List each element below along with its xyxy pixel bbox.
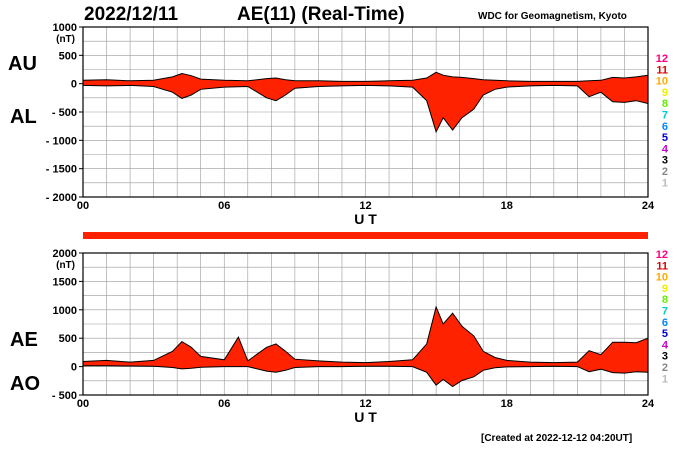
data-status-strip [83, 232, 648, 239]
station-count-label: 6 [662, 121, 668, 133]
x-tick-label: 18 [501, 200, 513, 212]
station-count-label: 5 [662, 132, 668, 144]
series-line-au [82, 71, 649, 82]
station-count-label: 3 [662, 351, 668, 363]
series-line-ae [82, 305, 649, 364]
x-tick-label: 00 [77, 200, 89, 212]
data-source: WDC for Geomagnetism, Kyoto [478, 11, 627, 22]
x-tick-label: 06 [218, 200, 230, 212]
series-line-ao [83, 365, 649, 388]
station-count-label: 6 [662, 317, 668, 329]
grid [83, 27, 648, 197]
ae-ao-panel: 2000 1500 1000 500 0 - 500 (nT) 00 06 12 18 24 U T [52, 248, 655, 425]
x-axis-label: U T [354, 211, 377, 227]
grid [83, 253, 648, 395]
x-tick-label: 06 [218, 398, 230, 410]
label-au: AU [8, 53, 37, 75]
y-tick-label: 500 [59, 50, 77, 62]
y-unit-label: (nT) [56, 34, 75, 45]
y-tick-label: 1000 [53, 22, 77, 34]
station-count-label: 12 [656, 249, 668, 261]
chart-date: 2022/12/11 [84, 4, 179, 25]
y-tick-label: - 1000 [46, 135, 77, 147]
station-count-label: 5 [662, 328, 668, 340]
x-tick-label: 18 [501, 398, 513, 410]
station-count-label: 9 [662, 87, 668, 99]
station-count-label: 1 [662, 373, 668, 385]
x-tick-label: 24 [642, 398, 655, 410]
station-count-label: 7 [662, 306, 668, 318]
station-count-label: 9 [662, 283, 668, 295]
station-count-label: 4 [662, 339, 669, 351]
station-count-label: 8 [662, 98, 668, 110]
station-count-label: 1 [662, 177, 668, 189]
series-band-fill [83, 72, 648, 132]
y-tick-label: - 1500 [46, 164, 77, 176]
x-tick-label: 00 [77, 398, 89, 410]
au-al-panel: 1000 500 0 - 500 - 1000 - 1500 - 2000 (nT) 00 06 1… [46, 22, 655, 227]
y-tick-label: 0 [71, 79, 77, 91]
y-tick-label: 1000 [53, 305, 77, 317]
label-ae: AE [10, 329, 38, 351]
station-count-label: 2 [662, 166, 668, 178]
y-tick-label: 500 [59, 333, 77, 345]
station-count-label: 3 [662, 155, 668, 167]
chart-title: AE(11) (Real-Time) [237, 4, 405, 25]
station-count-label: 11 [656, 64, 668, 76]
x-tick-label: 24 [642, 200, 655, 212]
station-count-label: 2 [662, 362, 668, 374]
x-tick-label: 12 [359, 200, 371, 212]
station-count-label: 4 [662, 143, 669, 155]
y-tick-label: 2000 [53, 248, 77, 260]
station-count-label: 12 [656, 53, 668, 65]
station-count-label: 7 [662, 110, 668, 122]
station-count-label: 11 [656, 260, 668, 272]
x-tick-label: 12 [359, 398, 371, 410]
plot-frame [82, 252, 649, 396]
y-tick-label: - 500 [52, 390, 77, 402]
created-timestamp: [Created at 2022-12-12 04:20UT] [481, 433, 633, 444]
label-ao: AO [10, 373, 40, 395]
series-line-al [82, 84, 649, 134]
y-tick-label: 0 [71, 362, 77, 374]
station-count-label: 8 [662, 294, 668, 306]
station-count-label: 10 [656, 272, 668, 284]
y-tick-label: - 2000 [46, 192, 77, 204]
x-axis-label: U T [354, 409, 377, 425]
station-count-label: 10 [656, 76, 668, 88]
y-tick-label: - 500 [52, 107, 77, 119]
y-unit-label: (nT) [56, 260, 75, 271]
y-tick-label: 1500 [53, 276, 77, 288]
label-al: AL [10, 106, 37, 128]
